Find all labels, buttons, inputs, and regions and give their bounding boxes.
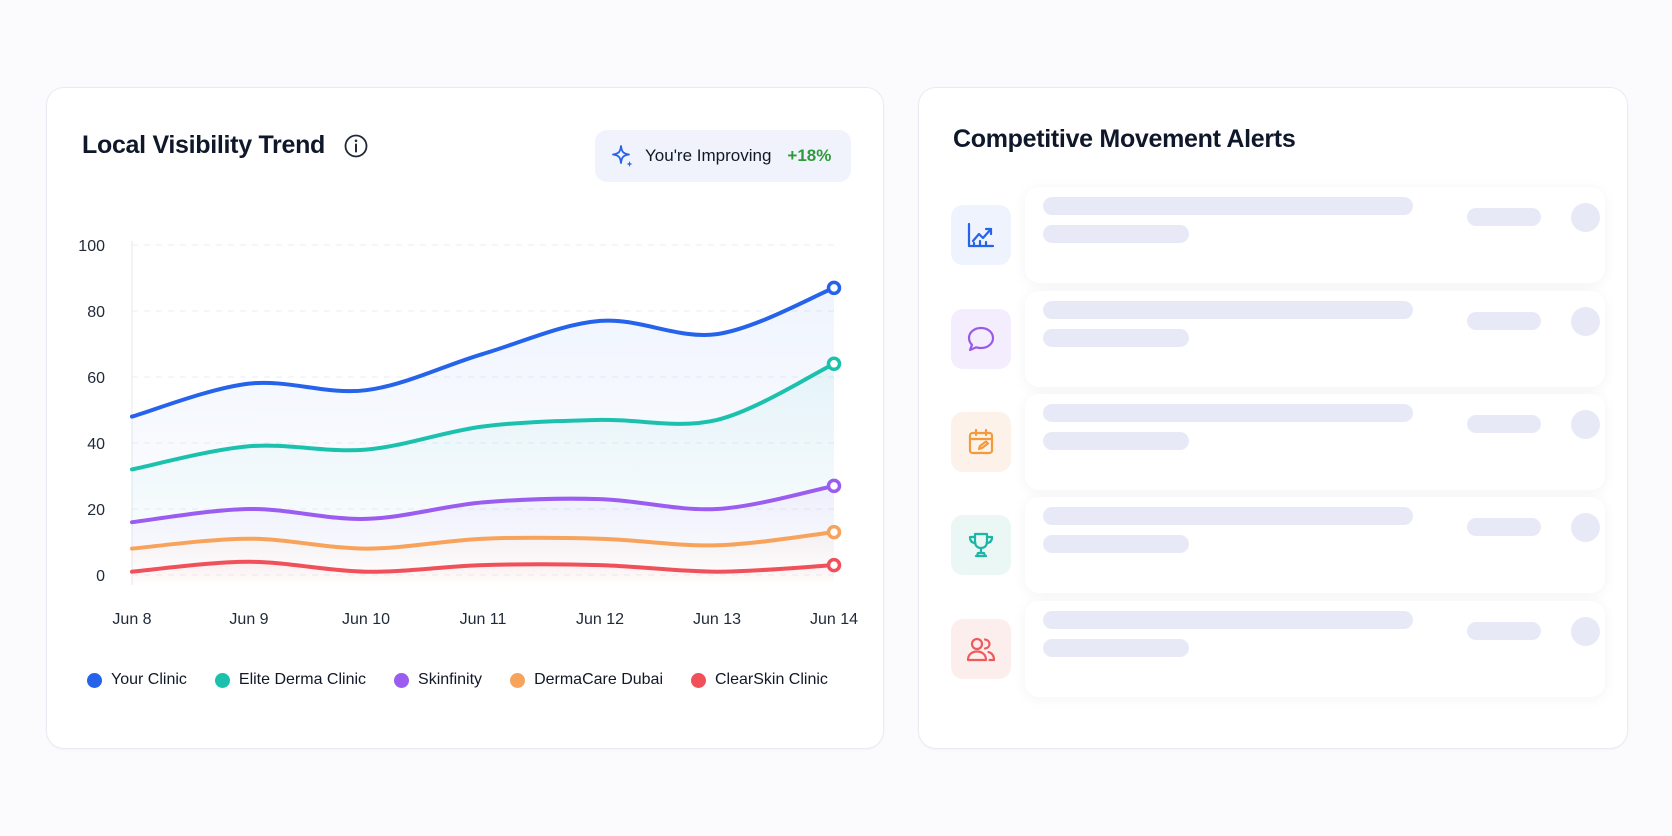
legend-dot [394,672,410,688]
series-end-marker-dermacare-dubai [826,524,842,540]
line-chart: 100 80 60 40 20 0 Jun 8 Jun 9 Jun 10 Jun 11 Jun 12… [78,238,858,628]
chart-legend: Your Clinic Elite Derma Clinic Skinfinity D… [87,671,828,689]
series-line-your-clinic [130,285,836,419]
skeleton-pill [1467,622,1541,640]
y-tick-label: 80 [87,304,105,321]
legend-label: Your Clinic [111,671,187,688]
skeleton-line-title [1043,404,1413,422]
skeleton-line-title [1043,507,1413,525]
legend-dot [87,672,102,688]
skeleton-line-subtitle [1043,432,1189,450]
legend-label: Skinfinity [418,671,483,688]
calendar-edit-icon [951,412,1011,472]
y-tick-label: 100 [78,238,105,255]
skeleton-avatar [1571,410,1600,439]
competitive-alerts-card: Competitive Movement Alerts [918,87,1628,749]
x-tick-label: Jun 9 [229,611,268,628]
skeleton-avatar [1571,203,1600,232]
legend-label: ClearSkin Clinic [715,671,828,688]
x-tick-label: Jun 12 [576,611,624,628]
alert-placeholder-panel [1025,187,1605,283]
skeleton-pill [1467,312,1541,330]
legend-item[interactable]: Skinfinity [394,671,482,689]
legend-item[interactable]: DermaCare Dubai [510,671,663,689]
legend-dot [510,672,526,688]
skeleton-avatar [1571,307,1600,336]
legend-item[interactable]: Your Clinic [87,671,187,689]
alert-row[interactable] [951,394,1605,502]
info-circle-icon[interactable] [343,133,369,159]
x-tick-label: Jun 11 [460,611,507,628]
x-tick-label: Jun 14 [810,611,858,628]
x-tick-label: Jun 10 [342,611,390,628]
chat-bubble-icon [951,309,1011,369]
alert-row[interactable] [951,291,1605,399]
skeleton-line-subtitle [1043,639,1189,657]
legend-item[interactable]: ClearSkin Clinic [691,671,828,689]
trend-up-chart-icon [951,205,1011,265]
alert-row[interactable] [951,497,1605,605]
series-end-marker-your-clinic [826,280,842,296]
alert-row[interactable] [951,187,1605,295]
legend-dot [214,672,230,688]
y-tick-label: 40 [87,436,105,453]
series-end-marker-skinfinity [826,478,842,494]
series-line-clearskin-clinic [130,559,836,574]
alert-placeholder-panel [1025,497,1605,593]
skeleton-avatar [1571,617,1600,646]
alert-placeholder-panel [1025,394,1605,490]
series-end-marker-elite-derma-clinic [826,356,842,372]
series-line-elite-derma-clinic [130,361,836,472]
legend-dot [691,672,706,688]
y-tick-label: 0 [96,568,105,585]
y-tick-label: 60 [87,370,105,387]
sparkle-icon [612,145,633,167]
skeleton-line-subtitle [1043,329,1189,347]
users-icon [951,619,1011,679]
trophy-icon [951,515,1011,575]
visibility-trend-title: Local Visibility Trend [82,131,326,159]
series-line-skinfinity [130,483,836,525]
competitive-alerts-title: Competitive Movement Alerts [953,125,1296,153]
legend-label: DermaCare Dubai [534,671,663,688]
legend-item[interactable]: Elite Derma Clinic [214,671,367,689]
skeleton-avatar [1571,513,1600,542]
skeleton-line-subtitle [1043,225,1189,243]
legend-label: Elite Derma Clinic [238,671,367,688]
skeleton-line-subtitle [1043,535,1189,553]
alert-row[interactable] [951,601,1605,709]
x-tick-label: Jun 8 [112,611,151,628]
skeleton-pill [1467,518,1541,536]
series-line-dermacare-dubai [130,530,836,551]
badge-delta: +18% [787,146,832,165]
skeleton-line-title [1043,301,1413,319]
alert-placeholder-panel [1025,291,1605,387]
skeleton-line-title [1043,197,1413,215]
improving-badge: You're Improving +18% [595,130,851,182]
visibility-trend-card: Local Visibility Trend You're Improving … [46,87,884,749]
skeleton-line-title [1043,611,1413,629]
skeleton-pill [1467,208,1541,226]
alert-placeholder-panel [1025,601,1605,697]
x-tick-label: Jun 13 [693,611,741,628]
series-end-marker-clearskin-clinic [826,557,842,573]
skeleton-pill [1467,415,1541,433]
y-tick-label: 20 [87,502,105,519]
badge-text: You're Improving [645,146,772,165]
